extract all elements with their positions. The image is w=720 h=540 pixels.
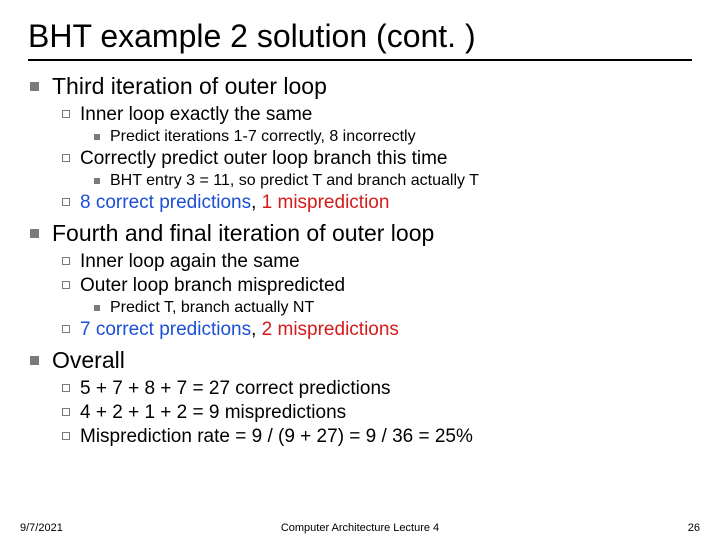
bullet-text: Fourth and final iteration of outer loop	[52, 220, 434, 246]
slide: BHT example 2 solution (cont. ) Third it…	[0, 0, 720, 540]
bullet-text: Predict iterations 1-7 correctly, 8 inco…	[110, 128, 416, 145]
bullet-lvl2: 5 + 7 + 8 + 7 = 27 correct predictions	[52, 378, 692, 400]
bullet-lvl2: 4 + 2 + 1 + 2 = 9 mispredictions	[52, 402, 692, 424]
sub-list: Inner loop exactly the same Predict iter…	[52, 104, 692, 214]
bullet-text: Misprediction rate = 9 / (9 + 27) = 9 / …	[80, 426, 473, 447]
bullet-lvl2: Correctly predict outer loop branch this…	[52, 148, 692, 190]
bullet-text: Inner loop again the same	[80, 251, 300, 272]
bullet-lvl3: BHT entry 3 = 11, so predict T and branc…	[80, 172, 692, 190]
bullet-text: 5 + 7 + 8 + 7 = 27 correct predictions	[80, 378, 391, 399]
slide-content: Third iteration of outer loop Inner loop…	[28, 73, 692, 448]
bullet-text: Inner loop exactly the same	[80, 104, 312, 125]
footer-title: Computer Architecture Lecture 4	[0, 522, 720, 534]
bullet-lvl1: Overall 5 + 7 + 8 + 7 = 27 correct predi…	[28, 347, 692, 448]
bullet-lvl3: Predict T, branch actually NT	[80, 299, 692, 317]
bullet-lvl2: Misprediction rate = 9 / (9 + 27) = 9 / …	[52, 426, 692, 448]
separator: ,	[251, 192, 262, 213]
bullet-lvl1: Third iteration of outer loop Inner loop…	[28, 73, 692, 214]
slide-title: BHT example 2 solution (cont. )	[28, 18, 692, 61]
bullet-lvl1: Fourth and final iteration of outer loop…	[28, 220, 692, 341]
bullet-text: Third iteration of outer loop	[52, 73, 327, 99]
sub-list: Predict iterations 1-7 correctly, 8 inco…	[80, 128, 692, 146]
bullet-lvl2: Outer loop branch mispredicted Predict T…	[52, 275, 692, 317]
mispredictions: 1 misprediction	[262, 192, 390, 213]
bullet-text: Correctly predict outer loop branch this…	[80, 148, 448, 169]
bullet-text: Outer loop branch mispredicted	[80, 275, 345, 296]
correct-predictions: 8 correct predictions	[80, 192, 251, 213]
sub-list: Predict T, branch actually NT	[80, 299, 692, 317]
mispredictions: 2 mispredictions	[262, 319, 399, 340]
bullet-lvl2: Inner loop again the same	[52, 251, 692, 273]
bullet-lvl2: Inner loop exactly the same Predict iter…	[52, 104, 692, 146]
sub-list: Inner loop again the same Outer loop bra…	[52, 251, 692, 341]
bullet-list: Third iteration of outer loop Inner loop…	[28, 73, 692, 448]
separator: ,	[251, 319, 262, 340]
bullet-text: BHT entry 3 = 11, so predict T and branc…	[110, 172, 479, 189]
bullet-lvl2: 7 correct predictions, 2 mispredictions	[52, 319, 692, 341]
bullet-lvl2: 8 correct predictions, 1 misprediction	[52, 192, 692, 214]
bullet-text: 4 + 2 + 1 + 2 = 9 mispredictions	[80, 402, 346, 423]
page-number: 26	[688, 522, 700, 534]
correct-predictions: 7 correct predictions	[80, 319, 251, 340]
sub-list: BHT entry 3 = 11, so predict T and branc…	[80, 172, 692, 190]
bullet-text: Overall	[52, 347, 125, 373]
bullet-lvl3: Predict iterations 1-7 correctly, 8 inco…	[80, 128, 692, 146]
bullet-text: Predict T, branch actually NT	[110, 299, 314, 316]
sub-list: 5 + 7 + 8 + 7 = 27 correct predictions 4…	[52, 378, 692, 448]
